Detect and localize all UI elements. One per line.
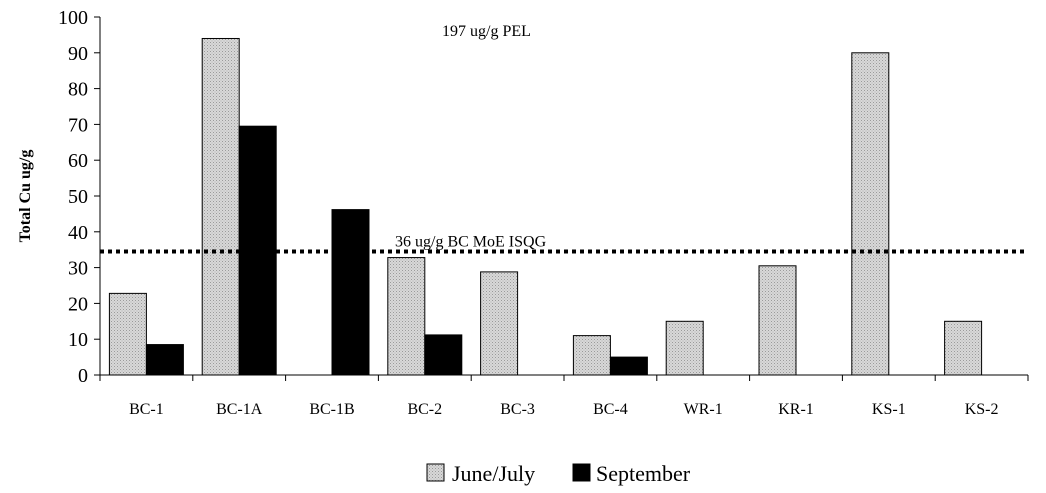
x-category-label: KS-1 bbox=[872, 401, 906, 418]
bar-september bbox=[145, 344, 184, 376]
legend-label-june-july: June/July bbox=[452, 461, 535, 486]
x-category-label: BC-1 bbox=[129, 401, 164, 418]
bar-june-july bbox=[387, 257, 426, 376]
y-axis-title: Total Cu ug/g bbox=[17, 150, 34, 243]
bar-september bbox=[424, 334, 463, 376]
y-tick-label: 10 bbox=[68, 329, 88, 351]
x-category-label: BC-1A bbox=[216, 401, 263, 418]
bar-september bbox=[609, 356, 648, 376]
x-category-label: WR-1 bbox=[684, 401, 723, 418]
legend: June/July September bbox=[426, 461, 691, 486]
bars bbox=[108, 37, 983, 376]
y-tick-label: 90 bbox=[68, 43, 88, 65]
bar-june-july bbox=[944, 320, 983, 376]
y-tick-label: 70 bbox=[68, 114, 88, 136]
pel-annotation: 197 ug/g PEL bbox=[442, 23, 531, 40]
x-axis: BC-1 BC-1A BC-1B BC-2 BC-3 BC-4 WR-1 KR-1 KS-1 KS… bbox=[99, 374, 1029, 418]
legend-swatch-june-july bbox=[426, 463, 445, 482]
x-category-label: BC-3 bbox=[500, 401, 535, 418]
y-tick-label: 40 bbox=[68, 222, 88, 244]
bar-june-july bbox=[758, 265, 797, 376]
isqg-reference-label: 36 ug/g BC MoE ISQG bbox=[395, 233, 547, 250]
y-axis: 0 10 20 30 40 50 60 70 80 90 100 bbox=[58, 7, 101, 387]
legend-swatch-september bbox=[572, 463, 591, 482]
x-category-label: BC-2 bbox=[407, 401, 442, 418]
y-tick-label: 60 bbox=[68, 150, 88, 172]
y-tick-label: 20 bbox=[68, 293, 88, 315]
y-tick-label: 0 bbox=[78, 365, 88, 387]
y-tick-label: 100 bbox=[58, 7, 88, 29]
bar-june-july bbox=[108, 292, 147, 376]
bar-june-july bbox=[201, 37, 240, 376]
bar-september bbox=[331, 209, 370, 376]
x-category-label: KR-1 bbox=[778, 401, 814, 418]
x-category-label: BC-1B bbox=[309, 401, 354, 418]
bar-june-july bbox=[480, 271, 519, 376]
y-tick-label: 30 bbox=[68, 258, 88, 280]
x-category-label: KS-2 bbox=[965, 401, 999, 418]
y-tick-label: 50 bbox=[68, 186, 88, 208]
x-category-label: BC-4 bbox=[593, 401, 628, 418]
y-tick-label: 80 bbox=[68, 79, 88, 101]
bar-june-july bbox=[851, 52, 890, 376]
bar-june-july bbox=[665, 320, 704, 376]
legend-label-september: September bbox=[596, 461, 691, 486]
bar-june-july bbox=[572, 335, 611, 376]
